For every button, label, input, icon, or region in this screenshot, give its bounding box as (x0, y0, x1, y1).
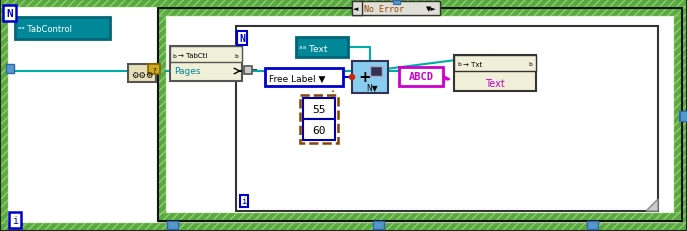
FancyBboxPatch shape (679, 112, 687, 122)
FancyBboxPatch shape (352, 2, 362, 16)
FancyBboxPatch shape (15, 18, 110, 40)
Text: b: b (172, 53, 176, 58)
Text: → Txt: → Txt (463, 62, 482, 68)
FancyBboxPatch shape (587, 221, 598, 229)
FancyBboxPatch shape (148, 65, 160, 75)
Text: → TabCtl: → TabCtl (178, 53, 207, 59)
Text: N: N (6, 9, 13, 19)
FancyBboxPatch shape (303, 119, 335, 140)
FancyBboxPatch shape (170, 47, 242, 82)
Text: b: b (528, 62, 532, 67)
Text: Pages: Pages (174, 67, 201, 76)
FancyBboxPatch shape (679, 8, 687, 223)
Circle shape (350, 75, 354, 80)
FancyBboxPatch shape (170, 47, 242, 63)
FancyBboxPatch shape (158, 9, 682, 17)
Text: N: N (239, 34, 245, 44)
Text: Text: Text (485, 79, 505, 89)
FancyBboxPatch shape (680, 112, 687, 122)
FancyBboxPatch shape (454, 56, 536, 72)
Text: ABCD: ABCD (409, 72, 433, 82)
FancyBboxPatch shape (265, 69, 343, 87)
FancyBboxPatch shape (674, 17, 682, 213)
Text: ᵃᵃ Text: ᵃᵃ Text (299, 44, 328, 53)
FancyBboxPatch shape (158, 213, 682, 221)
Text: b: b (457, 62, 461, 67)
Text: 60: 60 (313, 125, 326, 135)
Text: i: i (241, 197, 247, 206)
FancyBboxPatch shape (0, 223, 687, 231)
FancyBboxPatch shape (399, 68, 443, 87)
FancyBboxPatch shape (370, 67, 382, 77)
FancyBboxPatch shape (352, 2, 440, 16)
Text: i: i (12, 215, 18, 225)
FancyBboxPatch shape (393, 1, 400, 5)
FancyBboxPatch shape (6, 65, 14, 74)
FancyBboxPatch shape (354, 8, 364, 15)
Text: No Error: No Error (364, 4, 404, 13)
FancyBboxPatch shape (8, 8, 158, 223)
Text: 55: 55 (313, 105, 326, 115)
FancyBboxPatch shape (128, 65, 156, 83)
FancyBboxPatch shape (236, 27, 658, 211)
Text: Free Label ▼: Free Label ▼ (269, 74, 326, 83)
FancyBboxPatch shape (0, 0, 687, 8)
FancyBboxPatch shape (303, 99, 335, 119)
Text: ᵃᵃ TabControl: ᵃᵃ TabControl (18, 24, 72, 33)
FancyBboxPatch shape (296, 38, 348, 58)
FancyBboxPatch shape (454, 56, 536, 92)
FancyBboxPatch shape (415, 8, 425, 15)
FancyBboxPatch shape (373, 221, 384, 229)
FancyBboxPatch shape (166, 17, 674, 213)
FancyBboxPatch shape (352, 62, 388, 94)
FancyBboxPatch shape (244, 67, 252, 75)
FancyBboxPatch shape (167, 221, 178, 229)
Text: ⚙⚙⚙: ⚙⚙⚙ (131, 70, 153, 79)
Text: ?: ? (152, 68, 156, 74)
Text: +: + (358, 70, 371, 85)
FancyBboxPatch shape (158, 17, 166, 213)
Text: b: b (234, 53, 238, 58)
Polygon shape (646, 199, 658, 211)
Text: ◄: ◄ (353, 6, 359, 12)
Text: N▼: N▼ (366, 83, 378, 92)
Text: ▼►: ▼► (426, 6, 437, 12)
FancyBboxPatch shape (0, 8, 8, 223)
